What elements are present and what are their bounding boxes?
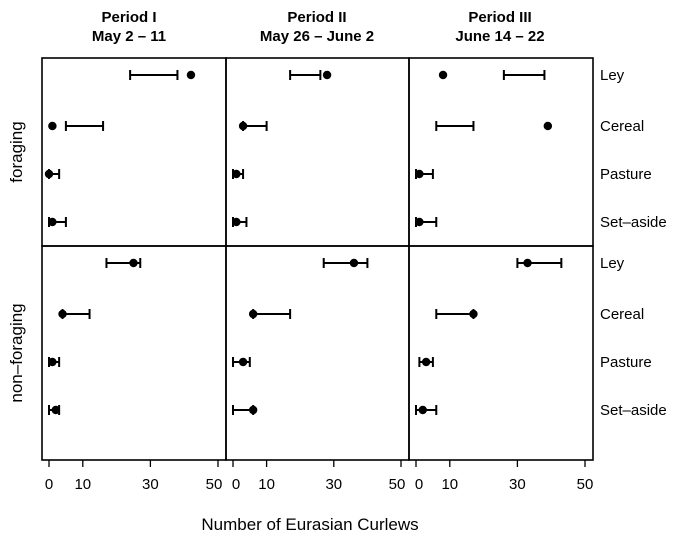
data-point [322,70,332,80]
data-point [248,405,258,415]
data-point [523,258,532,268]
panel-title: May 2 – 11 [92,28,166,45]
panel-title: Period III [468,9,531,26]
data-point [415,169,424,179]
panel-frame [408,245,594,461]
panel-frame [225,245,410,461]
data-point [48,121,57,131]
category-label: Pasture [600,166,652,183]
x-tick-label: 0 [232,476,240,493]
row-label: non–foraging [7,303,26,402]
category-label: Ley [600,67,625,84]
category-label: Pasture [600,354,652,371]
x-tick-label: 50 [389,476,406,493]
category-label: Set–aside [600,402,667,419]
data-point [44,169,54,179]
data-point [349,258,359,268]
category-label: Ley [600,255,625,272]
panel-frames [41,57,594,461]
data-point [48,217,57,227]
data-point [238,121,248,131]
data-point [248,309,258,319]
category-label: Cereal [600,306,644,323]
x-tick-label: 10 [258,476,275,493]
row-label: foraging [7,121,26,182]
panel-title: June 14 – 22 [455,28,544,45]
x-tick-label: 30 [142,476,159,493]
data-point [421,357,431,367]
data-point [48,357,57,367]
data-point [543,121,553,131]
data-point [438,70,448,80]
panel-frame [41,57,227,247]
x-tick-label: 30 [509,476,526,493]
panel-title: Period I [101,9,156,26]
category-label: Set–aside [600,214,667,231]
data-point [469,309,478,319]
data-point [415,217,424,227]
x-tick-label: 10 [441,476,458,493]
x-tick-label: 0 [45,476,53,493]
data-point [232,169,241,179]
x-tick-label: 30 [325,476,342,493]
data-point [238,357,248,367]
x-tick-label: 10 [74,476,91,493]
data-point [51,405,60,415]
panel-title: Period II [287,9,346,26]
category-label: Cereal [600,118,644,135]
x-axis-title: Number of Eurasian Curlews [201,515,418,534]
data-marks [44,70,586,467]
panel-frame [41,245,227,461]
panel-frame [225,57,410,247]
data-point [186,70,196,80]
panel-title: May 26 – June 2 [260,28,374,45]
data-point [129,258,138,268]
data-point [418,405,427,415]
x-tick-label: 50 [206,476,223,493]
x-tick-label: 50 [577,476,594,493]
chart-labels: Period I May 2 – 11 Period II May 26 – June… [7,9,667,534]
x-tick-label: 0 [415,476,423,493]
data-point [58,309,67,319]
data-point [232,217,241,227]
